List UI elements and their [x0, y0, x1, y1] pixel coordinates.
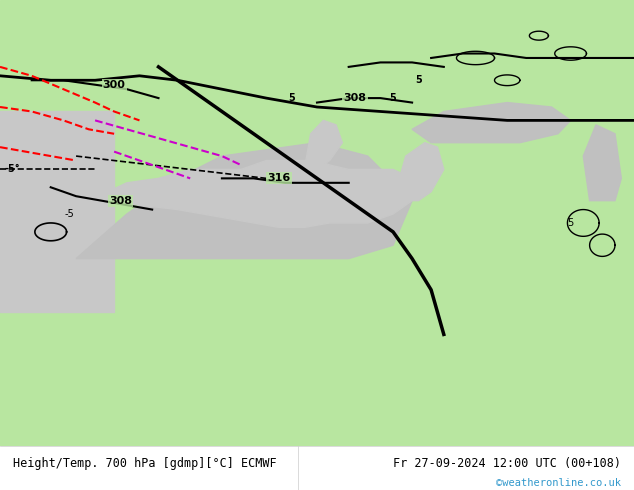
Text: Height/Temp. 700 hPa [gdmp][°C] ECMWF: Height/Temp. 700 hPa [gdmp][°C] ECMWF	[13, 457, 276, 470]
Polygon shape	[76, 143, 412, 259]
Text: 5: 5	[567, 218, 574, 228]
Text: 300: 300	[103, 80, 126, 90]
Text: -5°: -5°	[5, 165, 20, 174]
Text: 5: 5	[288, 93, 295, 103]
FancyBboxPatch shape	[0, 112, 114, 312]
Text: -5: -5	[65, 209, 75, 219]
Text: Fr 27-09-2024 12:00 UTC (00+108): Fr 27-09-2024 12:00 UTC (00+108)	[393, 457, 621, 470]
Text: ©weatheronline.co.uk: ©weatheronline.co.uk	[496, 478, 621, 489]
Text: 316: 316	[268, 173, 290, 183]
Polygon shape	[95, 161, 418, 227]
Polygon shape	[583, 125, 621, 201]
Text: 308: 308	[344, 93, 366, 103]
Text: 308: 308	[109, 196, 132, 206]
Polygon shape	[304, 121, 342, 170]
Polygon shape	[393, 143, 444, 201]
Polygon shape	[412, 102, 571, 143]
Text: 5: 5	[390, 93, 396, 103]
Text: 5: 5	[415, 75, 422, 85]
